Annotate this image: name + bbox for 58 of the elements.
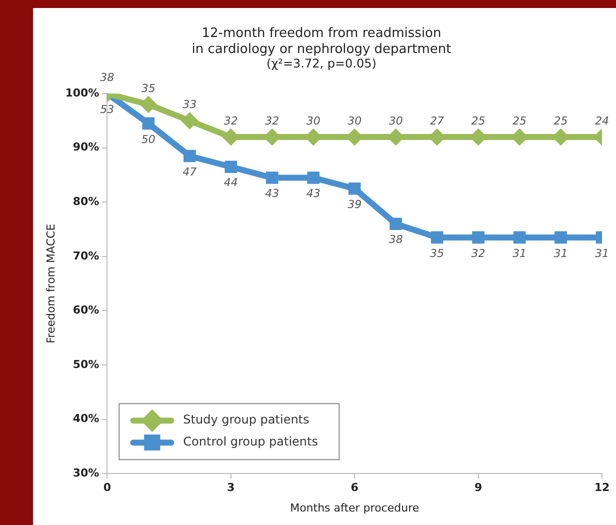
annotation: 30 (306, 114, 320, 128)
annotation: 53 (100, 102, 114, 116)
annotation: 25 (554, 114, 568, 128)
x-tick-label: 9 (474, 481, 482, 494)
annotation: 27 (430, 114, 444, 128)
chart-title: 12-month freedom from readmission in cardiology or nephrology department (192, 26, 452, 57)
point (266, 172, 278, 184)
annotation: 31 (512, 246, 527, 260)
chart-subtitle: (χ²=3.72, p=0.05) (266, 56, 376, 71)
y-tick-label: 60% (72, 304, 100, 317)
point (224, 160, 238, 174)
y-tick-label: 90% (72, 140, 100, 154)
point (181, 112, 198, 130)
annotation: 32 (265, 114, 280, 128)
annotation: 44 (224, 176, 238, 190)
point (142, 117, 155, 130)
annotation: 25 (512, 114, 527, 128)
y-tick-label: 70% (72, 249, 100, 262)
x-tick-label: 0 (103, 481, 112, 494)
x-tick-label: 3 (227, 481, 235, 494)
legend-label: Study group patients (183, 412, 310, 427)
annotation: 35 (430, 246, 444, 260)
annotation: 47 (182, 165, 197, 178)
point (307, 172, 320, 184)
annotation: 30 (388, 114, 403, 128)
annotation: 39 (348, 198, 362, 211)
point (554, 231, 567, 244)
annotation: 35 (141, 82, 156, 95)
y-tick-label: 30% (72, 466, 100, 480)
y-tick-label: 80% (72, 195, 100, 208)
annotation: 32 (471, 246, 486, 260)
annotation: 30 (348, 114, 362, 128)
annotation: 43 (306, 187, 320, 200)
x-tick-label: 6 (350, 481, 359, 494)
y-tick-label: 100% (65, 86, 100, 100)
x-axis-title: Months after procedure (290, 501, 420, 514)
point (472, 231, 484, 244)
point (430, 231, 444, 244)
annotation: 33 (182, 98, 197, 112)
annotation: 38 (100, 70, 114, 84)
annotation: 50 (141, 132, 156, 146)
point (348, 182, 361, 195)
y-tick-label: 40% (72, 412, 100, 426)
point (140, 96, 157, 113)
annotation: 31 (554, 246, 568, 260)
annotation: 24 (595, 114, 609, 128)
annotation: 43 (265, 187, 280, 200)
legend-label: Control group patients (183, 434, 318, 449)
annotation: 32 (224, 114, 238, 128)
point (183, 150, 196, 162)
point (513, 231, 526, 244)
annotation: 38 (388, 233, 403, 246)
annotation: 31 (595, 246, 609, 260)
y-tick-label: 50% (72, 358, 100, 371)
y-axis-title: Freedom from MACCE (44, 224, 58, 344)
point (390, 218, 402, 230)
annotation: 25 (471, 114, 486, 128)
x-tick-label: 12 (594, 481, 610, 494)
